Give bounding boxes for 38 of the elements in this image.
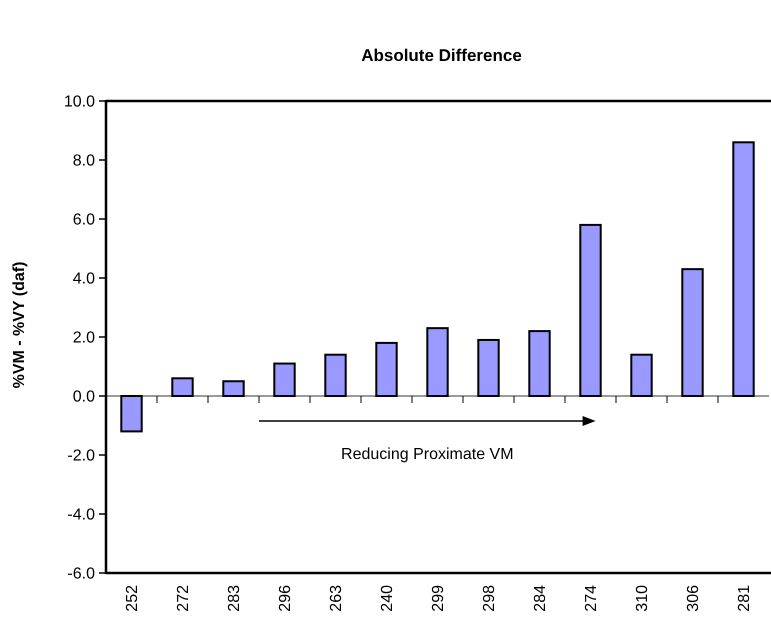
bar xyxy=(273,362,296,397)
y-tick-label: -4.0 xyxy=(67,506,96,524)
x-tick-label: 284 xyxy=(532,584,550,612)
bar xyxy=(528,330,551,397)
bar xyxy=(324,354,347,397)
x-tick-label: 263 xyxy=(328,584,346,612)
y-tick-label: 8.0 xyxy=(72,152,96,170)
y-tick-label: 10.0 xyxy=(64,94,96,111)
x-tick-label: 296 xyxy=(277,584,294,612)
bar xyxy=(375,342,398,397)
bar xyxy=(171,377,194,397)
x-tick-label: 252 xyxy=(124,584,142,612)
x-tick-label: 283 xyxy=(226,584,244,612)
bar xyxy=(477,338,500,397)
x-tick-label: 299 xyxy=(430,584,448,612)
x-tick-label: 272 xyxy=(175,584,192,612)
x-tick-label: 274 xyxy=(583,584,600,612)
y-tick-label: 4.0 xyxy=(72,270,96,288)
y-tick-label: 0.0 xyxy=(72,388,96,406)
y-axis-title: %VM - %VY (daf) xyxy=(11,262,28,388)
bar xyxy=(579,224,602,397)
y-tick-label: -6.0 xyxy=(67,566,96,583)
x-tick-label: 298 xyxy=(481,584,498,612)
x-tick-label: 281 xyxy=(736,584,754,612)
y-tick-label: 2.0 xyxy=(72,330,96,347)
y-tick-label: 6.0 xyxy=(72,212,96,229)
y-tick-label: -2.0 xyxy=(67,448,96,465)
bar xyxy=(222,380,245,397)
annotation: Reducing Proximate VM xyxy=(341,446,514,463)
bar xyxy=(630,354,653,397)
x-tick-label: 306 xyxy=(685,584,702,612)
bar xyxy=(426,327,449,397)
bar xyxy=(120,395,143,432)
bar xyxy=(681,268,704,397)
x-tick-label: 310 xyxy=(634,584,652,612)
bar xyxy=(732,141,755,397)
x-tick-label: 240 xyxy=(379,584,396,612)
chart-title: Absolute Difference xyxy=(361,46,522,65)
